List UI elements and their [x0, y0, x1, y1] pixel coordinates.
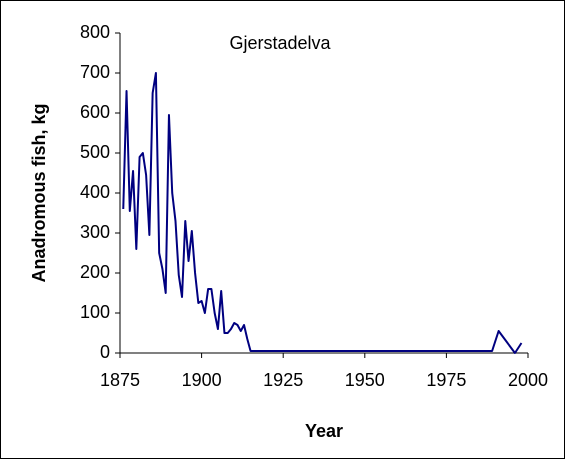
y-tick-label: 0 [100, 342, 110, 362]
data-line [122, 72, 523, 354]
x-tick-label: 1900 [182, 370, 222, 390]
chart-title: Gjerstadelva [229, 33, 331, 53]
y-axis-label: Anadromous fish, kg [29, 103, 49, 282]
y-tick-label: 700 [80, 62, 110, 82]
y-tick-label: 500 [80, 142, 110, 162]
x-tick-label: 1950 [345, 370, 385, 390]
y-tick-label: 300 [80, 222, 110, 242]
y-tick-label: 400 [80, 182, 110, 202]
y-tick-label: 600 [80, 102, 110, 122]
x-axis-label: Year [305, 421, 343, 441]
y-tick-label: 800 [80, 22, 110, 42]
x-tick-label: 1975 [426, 370, 466, 390]
x-tick-label: 2000 [508, 370, 548, 390]
y-tick-label: 100 [80, 302, 110, 322]
x-tick-label: 1875 [100, 370, 140, 390]
y-tick-label: 200 [80, 262, 110, 282]
x-tick-label: 1925 [263, 370, 303, 390]
